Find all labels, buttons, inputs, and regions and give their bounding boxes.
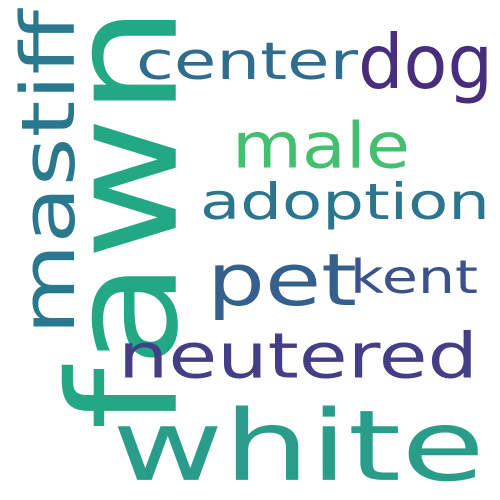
word-mastiff: mastiff [6,9,93,335]
word-male: male [232,109,410,183]
word-kent: kent [350,251,478,305]
word-white: white [112,389,486,500]
word-center: center [136,30,358,92]
word-pet: pet [207,238,357,323]
word-adoption: adoption [200,173,490,232]
word-neutered: neutered [118,321,478,393]
word-dog: dog [358,18,493,106]
